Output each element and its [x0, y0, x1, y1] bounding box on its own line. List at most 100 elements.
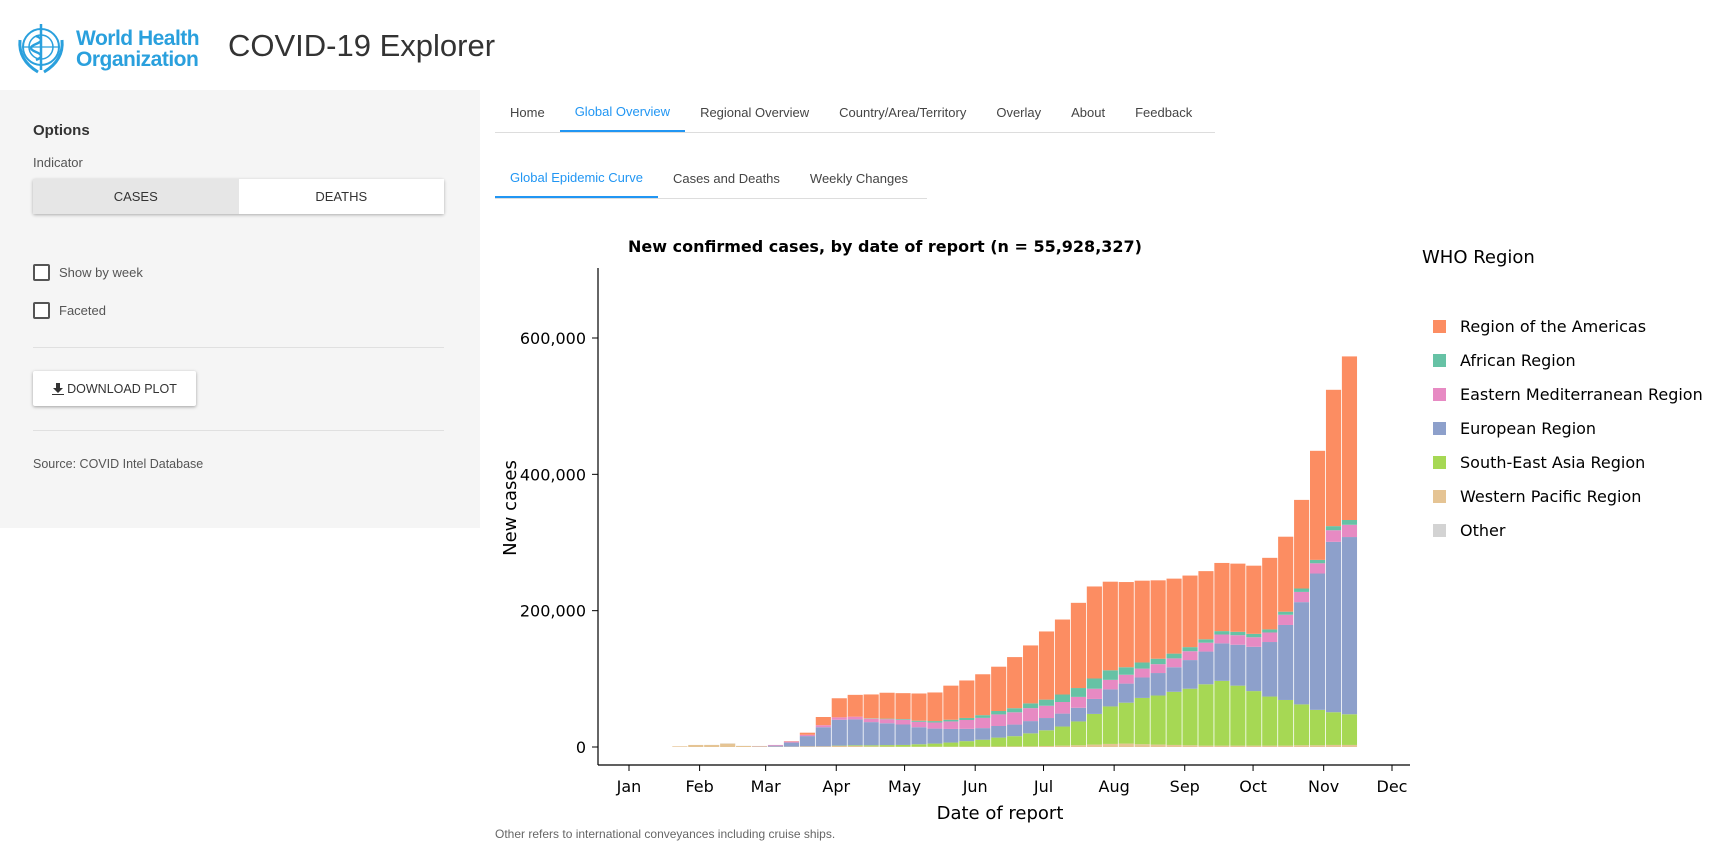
tab-feedback[interactable]: Feedback	[1135, 104, 1193, 120]
bar-segment-region-of-the-americas	[943, 685, 959, 720]
bar-segment-african-region	[1325, 526, 1342, 531]
subtab-cases-and-deaths[interactable]: Cases and Deaths	[672, 170, 780, 186]
bar-segment-eastern-mediterranean-region	[1166, 658, 1182, 668]
bar-segment-south-east-asia-region	[911, 744, 927, 747]
bar-segment-south-east-asia-region	[1070, 721, 1086, 746]
bar-segment-african-region	[1070, 688, 1086, 697]
bar-segment-western-pacific-region	[1134, 744, 1150, 747]
bar-segment-region-of-the-americas	[799, 732, 815, 735]
faceted-checkbox[interactable]: Faceted	[33, 302, 106, 319]
bar-segment-european-region	[1182, 660, 1198, 689]
bar-segment-european-region	[1102, 689, 1118, 707]
bar-segment-european-region	[1341, 537, 1358, 715]
bar-segment-western-pacific-region	[1038, 745, 1055, 747]
bar-segment-region-of-the-americas	[831, 698, 847, 718]
bar-segment-european-region	[1150, 673, 1166, 696]
bar-segment-eastern-mediterranean-region	[783, 741, 800, 743]
x-tick-label: Oct	[1239, 777, 1267, 796]
x-tick-label: Sep	[1170, 777, 1200, 796]
bar-segment-african-region	[927, 721, 943, 723]
main-tabs: Home Global Overview Regional Overview Coun…	[495, 92, 1215, 133]
bar-segment-african-region	[1166, 653, 1182, 659]
tab-country-area-territory[interactable]: Country/Area/Territory	[839, 104, 967, 120]
bar-segment-south-east-asia-region	[975, 739, 991, 747]
tab-home[interactable]: Home	[510, 104, 545, 120]
bar-segment-western-pacific-region	[1246, 745, 1262, 747]
bar-segment-african-region	[959, 717, 975, 721]
bar-segment-european-region	[1230, 644, 1246, 686]
bar-segment-eastern-mediterranean-region	[975, 717, 991, 729]
deaths-button[interactable]: DEATHS	[238, 179, 444, 214]
bar-segment-western-pacific-region	[879, 746, 895, 747]
bar-segment-region-of-the-americas	[911, 693, 927, 721]
options-sidebar	[0, 90, 480, 528]
bar-segment-european-region	[1166, 667, 1182, 692]
bar-segment-south-east-asia-region	[943, 742, 959, 747]
bar-segment-south-east-asia-region	[1166, 691, 1182, 745]
bar-segment-western-pacific-region	[799, 746, 815, 747]
bar-segment-african-region	[1341, 520, 1358, 525]
x-tick-label: Aug	[1099, 777, 1130, 796]
bar-segment-western-pacific-region	[1294, 745, 1310, 747]
footnote: Other refers to international conveyance…	[495, 827, 836, 841]
bar-segment-region-of-the-americas	[1086, 586, 1102, 679]
bar-segment-region-of-the-americas	[1054, 619, 1071, 695]
divider	[33, 347, 444, 348]
subtab-global-epidemic-curve[interactable]: Global Epidemic Curve	[495, 158, 658, 198]
bar-segment-region-of-the-americas	[1118, 582, 1134, 668]
cases-button[interactable]: CASES	[33, 179, 239, 214]
bar-segment-eastern-mediterranean-region	[847, 716, 863, 720]
bar-segment-eastern-mediterranean-region	[1118, 674, 1134, 684]
tab-overlay[interactable]: Overlay	[996, 104, 1042, 120]
bar-segment-western-pacific-region	[847, 745, 863, 747]
bar-segment-european-region	[991, 726, 1007, 738]
bar-segment-south-east-asia-region	[1134, 697, 1150, 745]
bar-segment-region-of-the-americas	[1278, 536, 1294, 612]
bar-segment-african-region	[879, 718, 895, 720]
bar-segment-european-region	[1294, 602, 1310, 705]
bar-segment-south-east-asia-region	[991, 737, 1007, 747]
legend-title: WHO Region	[1422, 247, 1535, 268]
bar-segment-region-of-the-americas	[1102, 581, 1118, 671]
bar-segment-western-pacific-region	[1325, 744, 1342, 747]
subtab-weekly-changes[interactable]: Weekly Changes	[809, 170, 908, 186]
bar-segment-eastern-mediterranean-region	[1134, 668, 1150, 678]
bar-segment-eastern-mediterranean-region	[799, 734, 815, 737]
bar-segment-region-of-the-americas	[959, 680, 975, 718]
bar-segment-south-east-asia-region	[1198, 684, 1214, 746]
show-by-week-checkbox[interactable]: Show by week	[33, 264, 143, 281]
tab-about[interactable]: About	[1071, 104, 1106, 120]
bar-segment-eastern-mediterranean-region	[1150, 664, 1166, 674]
bar-segment-south-east-asia-region	[1294, 704, 1310, 746]
tab-regional-overview[interactable]: Regional Overview	[700, 104, 810, 120]
bar-segment-european-region	[959, 728, 975, 742]
tab-global-overview[interactable]: Global Overview	[559, 92, 686, 132]
bar-segment-western-pacific-region	[991, 746, 1007, 747]
bar-segment-south-east-asia-region	[1007, 736, 1023, 747]
legend-item-label: African Region	[1460, 351, 1576, 370]
bar-segment-south-east-asia-region	[1118, 702, 1134, 744]
bar-segment-african-region	[943, 719, 959, 722]
bar-segment-region-of-the-americas	[1230, 563, 1246, 632]
epidemic-curve-chart: New confirmed cases, by date of report (…	[500, 237, 1703, 824]
bar-segment-european-region	[863, 722, 879, 746]
bar-segment-european-region	[911, 727, 927, 745]
checkbox-box[interactable]	[33, 264, 50, 281]
bar-segment-region-of-the-americas	[1070, 602, 1086, 689]
checkbox-box[interactable]	[33, 302, 50, 319]
bar-segment-european-region	[1278, 624, 1294, 700]
bar-segment-western-pacific-region	[720, 743, 736, 747]
checkbox-label: Faceted	[59, 303, 106, 318]
x-tick-label: Jan	[616, 777, 642, 796]
app-title: COVID-19 Explorer	[228, 28, 496, 63]
bar-segment-european-region	[1007, 724, 1023, 737]
bar-segment-eastern-mediterranean-region	[927, 722, 943, 729]
legend-item-label: South-East Asia Region	[1460, 453, 1645, 472]
bar-segment-eastern-mediterranean-region	[1007, 712, 1023, 725]
bar-segment-western-pacific-region	[704, 744, 720, 747]
x-tick-label: Nov	[1308, 777, 1339, 796]
bar-segment-european-region	[767, 745, 784, 747]
bar-segment-eastern-mediterranean-region	[1038, 705, 1055, 719]
download-plot-button[interactable]: DOWNLOAD PLOT	[33, 371, 196, 406]
bar-segment-south-east-asia-region	[1102, 706, 1118, 744]
